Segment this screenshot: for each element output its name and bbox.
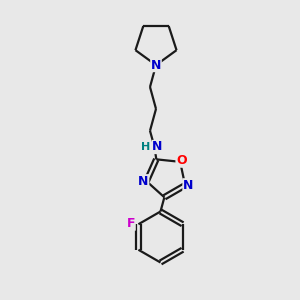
Text: N: N	[151, 58, 161, 72]
Text: N: N	[183, 179, 193, 192]
Text: N: N	[138, 175, 149, 188]
Text: F: F	[127, 217, 135, 230]
Text: N: N	[152, 140, 163, 154]
Text: H: H	[142, 142, 151, 152]
Text: O: O	[176, 154, 187, 167]
